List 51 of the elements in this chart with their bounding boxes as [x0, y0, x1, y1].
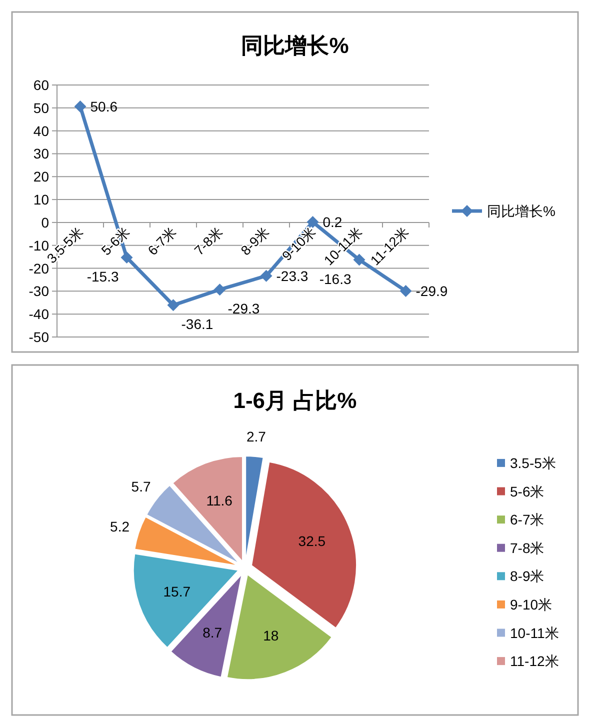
data-label: -23.3: [276, 268, 308, 284]
y-tick-label: 30: [33, 146, 50, 162]
y-tick-label: 50: [33, 100, 50, 116]
data-label: 11.6: [206, 492, 233, 509]
legend-label: 9-10米: [510, 596, 552, 612]
point: [214, 284, 226, 296]
data-label: 8.7: [202, 624, 222, 640]
point: [74, 100, 86, 113]
point: [400, 284, 412, 297]
legend-label: 8-9米: [510, 568, 544, 584]
legend-label: 6-7米: [510, 512, 544, 528]
data-label: -29.9: [416, 282, 448, 299]
chart-title: 同比增长%: [241, 33, 349, 58]
data-label: -36.1: [181, 316, 214, 332]
legend-label: 同比增长%: [487, 203, 556, 219]
x-tick-label: 7-8米: [192, 224, 226, 258]
y-tick-label: 40: [33, 122, 50, 139]
data-label: 5.2: [110, 518, 130, 534]
data-label: 18: [263, 627, 279, 644]
x-tick-label: 8-9米: [238, 224, 272, 258]
y-tick-label: -30: [28, 283, 50, 300]
legend-label: 5-6米: [510, 483, 544, 500]
data-label: 15.7: [163, 584, 191, 600]
chart-title: 1-6月 占比%: [233, 388, 357, 413]
point: [120, 252, 133, 264]
data-label: 2.7: [246, 428, 266, 444]
data-label: 32.5: [298, 533, 326, 550]
legend-label: 11-12米: [510, 653, 559, 670]
y-tick-label: -50: [28, 329, 50, 345]
y-tick-label: -40: [28, 306, 50, 322]
data-label: -16.3: [319, 270, 352, 287]
point: [306, 216, 319, 228]
y-tick-label: 20: [33, 168, 50, 185]
y-tick-label: 10: [33, 192, 50, 208]
data-label: -29.3: [228, 300, 260, 317]
y-tick-label: -20: [28, 260, 50, 276]
x-tick-label: 5-6米: [98, 224, 133, 258]
y-tick-label: 0: [41, 214, 50, 230]
point: [167, 299, 180, 312]
x-tick-label: 6-7米: [145, 224, 180, 258]
data-label: 0.2: [322, 214, 342, 230]
legend-label: 10-11米: [510, 624, 559, 641]
data-label: -15.3: [86, 268, 119, 285]
y-tick-label: -10: [28, 237, 50, 254]
legend-label: 3.5-5米: [510, 454, 556, 471]
x-tick-label: 9-10米: [279, 224, 319, 264]
point: [260, 270, 272, 282]
y-tick-label: 60: [33, 77, 50, 93]
data-label: 50.6: [90, 98, 118, 115]
legend-label: 7-8米: [510, 540, 544, 556]
data-label: 5.7: [131, 478, 151, 495]
